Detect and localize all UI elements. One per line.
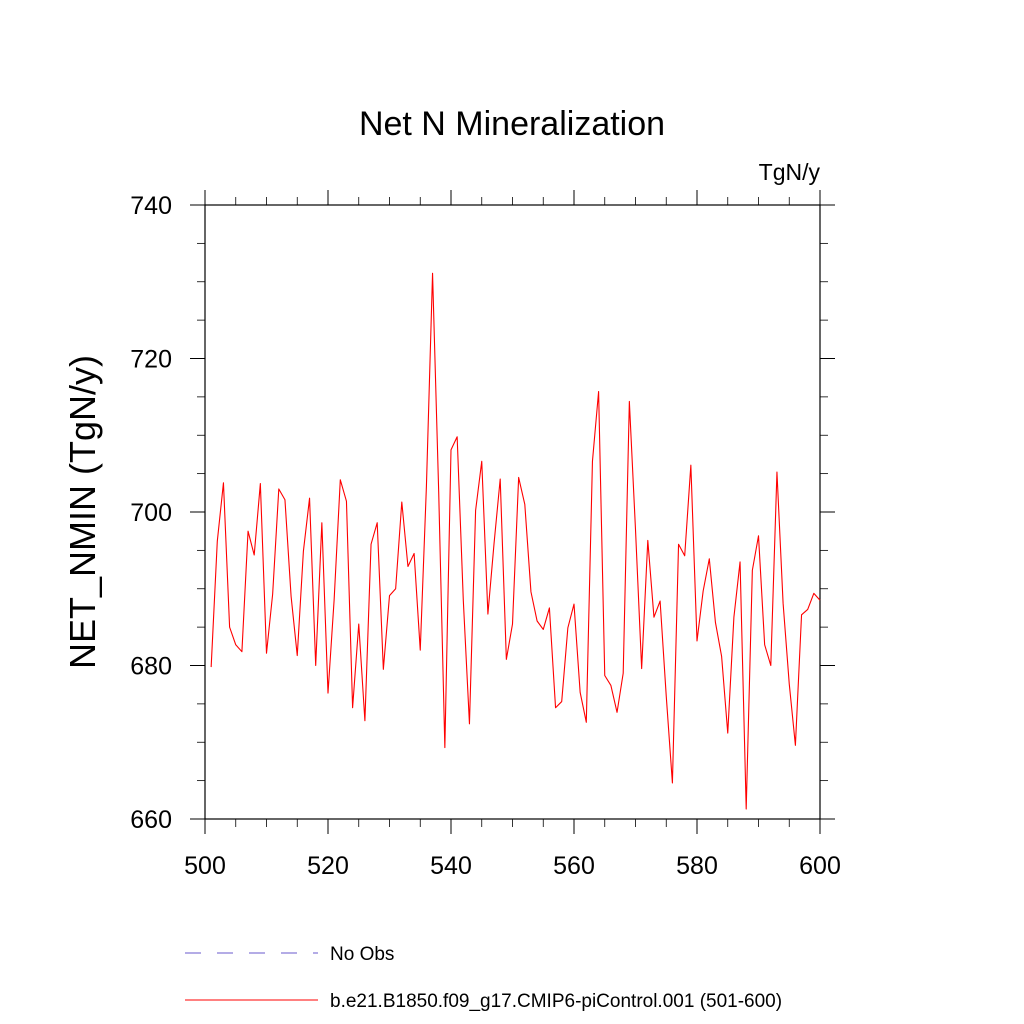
y-tick-label: 740 bbox=[130, 192, 172, 220]
y-axis-label: NET_NMIN (TgN/y) bbox=[62, 355, 103, 669]
series-line-1 bbox=[210, 272, 821, 810]
y-tick-label: 720 bbox=[130, 346, 172, 374]
units-label: TgN/y bbox=[759, 159, 821, 185]
x-tick-label: 560 bbox=[553, 852, 595, 880]
legend: No Obs b.e21.B1850.f09_g17.CMIP6-piContro… bbox=[185, 944, 782, 1012]
chart-title: Net N Mineralization bbox=[359, 105, 665, 143]
x-tick-label: 600 bbox=[799, 852, 841, 880]
x-tick-label: 520 bbox=[307, 852, 349, 880]
plot-area bbox=[210, 272, 821, 810]
y-tick-label: 660 bbox=[130, 806, 172, 834]
axes: 500 520 540 560 580 600 660 680 700 720 740 bbox=[130, 190, 841, 880]
x-tick-label: 500 bbox=[184, 852, 226, 880]
y-tick-label: 680 bbox=[130, 653, 172, 681]
y-tick-label: 700 bbox=[130, 499, 172, 527]
legend-label-1: b.e21.B1850.f09_g17.CMIP6-piControl.001 … bbox=[330, 991, 782, 1012]
x-tick-label: 540 bbox=[430, 852, 472, 880]
legend-label-0: No Obs bbox=[330, 944, 394, 965]
x-tick-label: 580 bbox=[676, 852, 718, 880]
